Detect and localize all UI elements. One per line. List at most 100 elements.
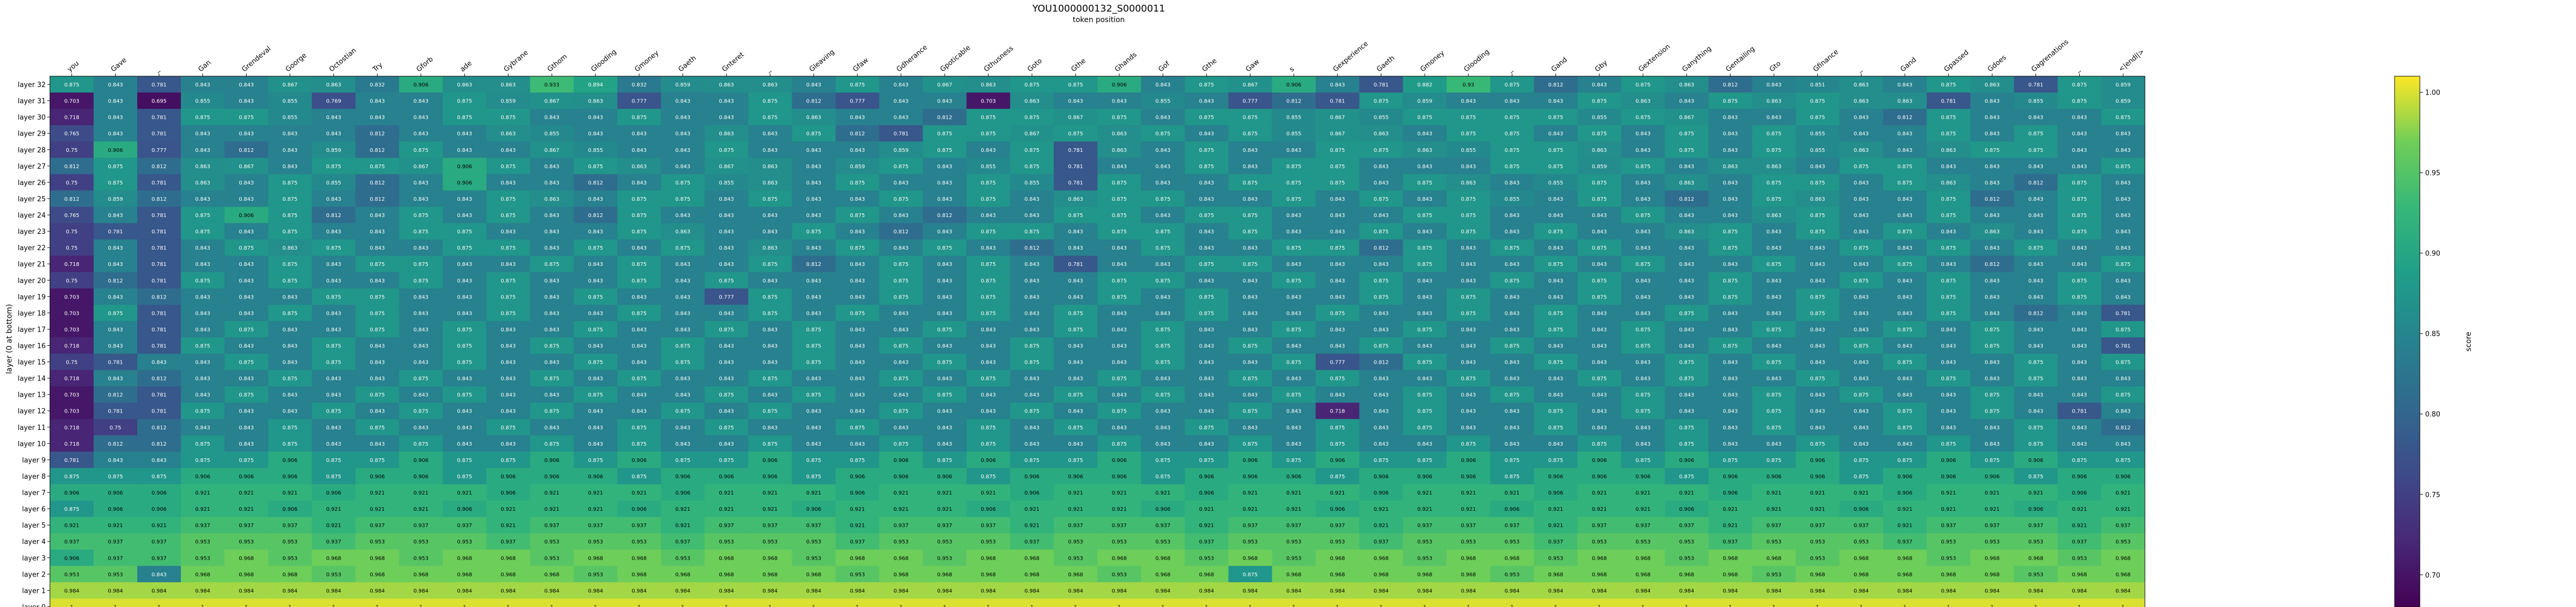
cell-value-label: 0.777 bbox=[850, 99, 865, 105]
cell-value-label: 0.875 bbox=[1766, 197, 1782, 202]
y-tick-label: layer 13 bbox=[18, 392, 46, 399]
cell-value-label: 0.921 bbox=[1548, 523, 1563, 529]
heatmap-cell bbox=[1272, 125, 1316, 142]
cell-value-label: 0.875 bbox=[1112, 213, 1127, 219]
cell-value-label: 0.875 bbox=[1068, 327, 1083, 333]
heatmap-cell bbox=[1534, 92, 1578, 109]
heatmap-cell bbox=[355, 190, 400, 207]
cell-value-label: 0.921 bbox=[2072, 523, 2087, 529]
heatmap-cell bbox=[50, 125, 94, 142]
cell-value-label: 0.984 bbox=[1548, 588, 1563, 594]
cell-value-label: 0.843 bbox=[763, 344, 778, 349]
cell-value-label: 0.843 bbox=[806, 376, 822, 382]
cell-value-label: 0.921 bbox=[1461, 490, 1476, 496]
cell-value-label: 0.843 bbox=[413, 99, 428, 105]
heatmap-cell bbox=[1359, 141, 1404, 158]
cell-value-label: 0.875 bbox=[1286, 164, 1302, 170]
cell-value-label: 0.843 bbox=[631, 344, 647, 349]
cell-value-label: 0.843 bbox=[1417, 131, 1433, 137]
heatmap-cell bbox=[879, 174, 923, 191]
cell-value-label: 0.937 bbox=[2028, 523, 2043, 529]
cell-value-label: 1 bbox=[157, 604, 160, 607]
cell-value-label: 0.843 bbox=[282, 360, 298, 366]
cell-value-label: 0.843 bbox=[1854, 409, 1869, 415]
cell-value-label: 0.875 bbox=[1766, 409, 1782, 415]
cell-value-label: 0.953 bbox=[1112, 572, 1127, 578]
cell-value-label: 0.875 bbox=[500, 278, 516, 284]
heatmap-cell bbox=[399, 190, 443, 207]
heatmap-cell bbox=[355, 92, 400, 109]
heatmap-cell bbox=[1839, 125, 1884, 142]
heatmap-cell bbox=[1970, 109, 2015, 126]
cell-value-label: 0.863 bbox=[1679, 180, 1694, 186]
cell-value-label: 0.812 bbox=[370, 180, 385, 186]
cell-value-label: 0.875 bbox=[370, 164, 385, 170]
heatmap-cell bbox=[661, 92, 705, 109]
cell-value-label: 0.843 bbox=[2115, 213, 2131, 219]
cell-value-label: 0.875 bbox=[631, 115, 647, 121]
heatmap-cell bbox=[1010, 158, 1054, 174]
heatmap-cell bbox=[1664, 109, 1709, 126]
cell-value-label: 0.843 bbox=[806, 294, 822, 300]
cell-value-label: 0.703 bbox=[64, 409, 79, 415]
cell-value-label: 0.953 bbox=[981, 539, 996, 545]
cell-value-label: 0.843 bbox=[1723, 262, 1738, 268]
cell-value-label: 0.953 bbox=[1068, 555, 1083, 561]
cell-value-label: 0.875 bbox=[1635, 213, 1651, 219]
cell-value-label: 0.843 bbox=[850, 262, 865, 268]
cell-value-label: 0.855 bbox=[282, 115, 298, 121]
cell-value-label: 0.843 bbox=[1286, 262, 1302, 268]
cell-value-label: 0.843 bbox=[1854, 213, 1869, 219]
heatmap-cell bbox=[1795, 174, 1840, 191]
cell-value-label: 0.875 bbox=[2115, 393, 2131, 398]
cell-value-label: 0.875 bbox=[195, 458, 210, 464]
x-tick-label: Gentailing bbox=[1724, 45, 1756, 74]
heatmap-cell bbox=[661, 109, 705, 126]
cell-value-label: 0.937 bbox=[326, 539, 341, 545]
cell-value-label: 0.843 bbox=[282, 344, 298, 349]
cell-value-label: 0.921 bbox=[1941, 507, 1956, 512]
heatmap-cell bbox=[1403, 76, 1447, 93]
cell-value-label: 0.843 bbox=[1854, 115, 1869, 121]
cell-value-label: 0.843 bbox=[370, 344, 385, 349]
cell-value-label: 0.875 bbox=[1505, 393, 1520, 398]
x-tick-label: Gthusness bbox=[983, 45, 1015, 74]
cell-value-label: 0.968 bbox=[1417, 572, 1433, 578]
y-tick-label: layer 19 bbox=[18, 293, 46, 301]
cell-value-label: 0.875 bbox=[108, 164, 123, 170]
cell-value-label: 0.812 bbox=[588, 213, 603, 219]
cell-value-label: 0.875 bbox=[1068, 425, 1083, 431]
cell-value-label: 0.855 bbox=[282, 99, 298, 105]
cell-value-label: 0.875 bbox=[850, 83, 865, 88]
cell-value-label: 0.843 bbox=[2072, 131, 2087, 137]
heatmap-cell bbox=[1184, 125, 1229, 142]
cell-value-label: 0.953 bbox=[64, 572, 79, 578]
cell-value-label: 0.843 bbox=[370, 115, 385, 121]
cell-value-label: 0.855 bbox=[1286, 115, 1302, 121]
cell-value-label: 0.843 bbox=[282, 409, 298, 415]
cell-value-label: 0.875 bbox=[1548, 148, 1563, 153]
cell-value-label: 0.843 bbox=[1243, 360, 1258, 366]
cell-value-label: 0.843 bbox=[326, 197, 341, 202]
cell-value-label: 0.937 bbox=[1417, 523, 1433, 529]
cell-value-label: 0.953 bbox=[1548, 555, 1563, 561]
cell-value-label: 0.875 bbox=[282, 425, 298, 431]
cell-value-label: 0.781 bbox=[151, 311, 167, 316]
cell-value-label: 0.875 bbox=[326, 360, 341, 366]
cell-value-label: 0.843 bbox=[195, 197, 210, 202]
cell-value-label: 0.843 bbox=[1374, 311, 1389, 316]
cell-value-label: 0.843 bbox=[1635, 441, 1651, 447]
cell-value-label: 1 bbox=[856, 604, 859, 607]
heatmap-cell bbox=[181, 76, 225, 93]
heatmap-cell bbox=[486, 190, 530, 207]
cell-value-label: 0.984 bbox=[1505, 588, 1520, 594]
cell-value-label: 0.812 bbox=[2115, 425, 2131, 431]
cell-value-label: 0.968 bbox=[2072, 572, 2087, 578]
cell-value-label: 0.875 bbox=[1679, 441, 1694, 447]
cell-value-label: 0.843 bbox=[1854, 441, 1869, 447]
cell-value-label: 0.906 bbox=[1548, 490, 1563, 496]
cell-value-label: 0.875 bbox=[413, 441, 428, 447]
cell-value-label: 0.781 bbox=[151, 83, 167, 88]
cell-value-label: 0.718 bbox=[1330, 409, 1345, 415]
heatmap-cell bbox=[94, 125, 138, 142]
